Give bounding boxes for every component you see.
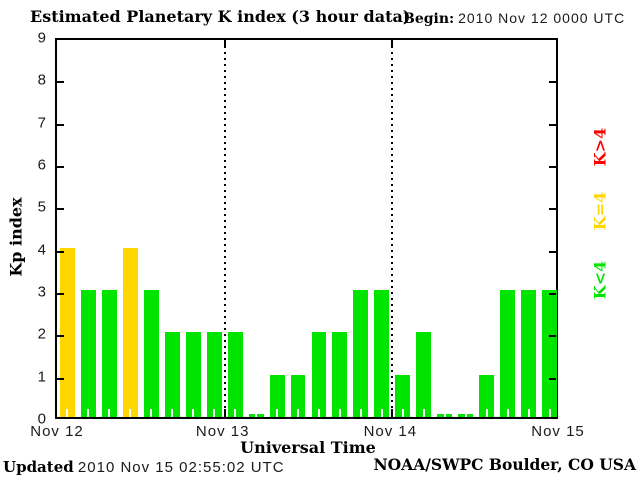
kp-bar <box>122 247 138 417</box>
y-axis-tick <box>549 123 556 126</box>
kp-bar <box>395 374 411 417</box>
y-axis-tick <box>549 81 556 84</box>
y-tick-label: 2 <box>37 325 47 343</box>
kp-bar <box>101 290 117 417</box>
x-tick-label: Nov 13 <box>195 423 250 440</box>
x-axis-3h-tick <box>359 409 362 417</box>
y-axis-label: Kp index <box>6 197 26 277</box>
x-axis-3h-tick <box>527 409 530 417</box>
kp-bar <box>80 290 96 417</box>
y-axis-tick <box>57 123 64 126</box>
day-boundary-dotted-line <box>223 40 226 417</box>
kp-bar <box>521 290 537 417</box>
x-axis-3h-tick <box>255 409 258 417</box>
x-axis-3h-tick <box>443 409 446 417</box>
y-tick-label: 9 <box>37 29 47 47</box>
begin-value: 2010 Nov 12 0000 UTC <box>458 10 626 26</box>
kp-bar <box>227 332 243 417</box>
y-axis-tick <box>57 166 64 168</box>
y-axis-tick <box>57 250 64 253</box>
y-axis-tick <box>549 335 556 338</box>
kp-bar <box>542 290 557 417</box>
y-axis-tick <box>57 208 64 211</box>
begin-time: Begin: 2010 Nov 12 0000 UTC <box>403 10 625 27</box>
y-axis-tick <box>57 377 64 380</box>
y-axis-tick <box>549 208 556 211</box>
kp-bar <box>479 374 495 417</box>
y-tick-label: 8 <box>37 71 47 89</box>
legend-item: K>4 <box>590 127 610 167</box>
plot-area <box>55 38 558 419</box>
x-axis-3h-tick <box>338 409 341 417</box>
x-axis-3h-tick <box>171 409 174 417</box>
legend-item: K<4 <box>590 260 610 300</box>
begin-label: Begin: <box>403 11 455 27</box>
y-tick-label: 7 <box>37 114 47 132</box>
kp-bar <box>185 332 201 417</box>
y-tick-label: 5 <box>37 198 47 216</box>
day-boundary-tick <box>223 409 226 417</box>
x-tick-label: Nov 15 <box>531 423 585 440</box>
x-axis-3h-tick <box>150 409 153 417</box>
kp-bar <box>206 332 222 417</box>
updated-value: 2010 Nov 15 02:55:02 UTC <box>77 459 285 476</box>
kp-bar <box>311 332 327 417</box>
y-tick-label: 3 <box>37 283 47 301</box>
updated-label: Updated <box>3 458 74 476</box>
x-axis-3h-tick <box>422 409 425 417</box>
kp-bar <box>374 290 390 417</box>
y-axis-tick <box>549 166 556 168</box>
y-tick-label: 4 <box>37 241 47 259</box>
x-axis-3h-tick <box>213 409 216 417</box>
x-tick-label: Nov 12 <box>30 423 84 440</box>
x-axis-3h-tick <box>485 409 488 417</box>
x-axis-3h-tick <box>87 409 90 417</box>
kp-bar <box>416 332 432 417</box>
kp-bar <box>269 374 285 417</box>
x-axis-3h-tick <box>66 409 69 417</box>
updated-line: Updated 2010 Nov 15 02:55:02 UTC <box>3 458 285 476</box>
y-axis-tick <box>549 293 556 295</box>
kp-bar <box>143 290 159 417</box>
x-axis-3h-tick <box>192 409 195 417</box>
x-axis-3h-tick <box>317 409 320 417</box>
kp-bar <box>353 290 369 417</box>
y-tick-label: 0 <box>37 410 47 428</box>
x-axis-3h-tick <box>276 409 279 417</box>
y-axis-tick <box>57 335 64 338</box>
y-axis-tick <box>549 377 556 380</box>
x-axis-3h-tick <box>234 409 237 417</box>
x-axis-label: Universal Time <box>240 438 376 457</box>
credit-text: NOAA/SWPC Boulder, CO USA <box>373 455 636 474</box>
x-axis-3h-tick <box>297 409 300 417</box>
chart-title: Estimated Planetary K index (3 hour data… <box>30 7 411 26</box>
day-boundary-tick <box>223 40 226 48</box>
x-tick-label: Nov 14 <box>363 423 418 440</box>
x-axis-3h-tick <box>401 409 404 417</box>
y-axis-tick <box>549 250 556 253</box>
day-boundary-tick <box>391 40 394 48</box>
day-boundary-dotted-line <box>391 40 394 417</box>
y-tick-label: 6 <box>37 156 47 174</box>
x-axis-3h-tick <box>108 409 111 417</box>
y-tick-label: 1 <box>37 368 47 386</box>
kp-bar <box>290 374 306 417</box>
x-axis-3h-tick <box>380 409 383 417</box>
kp-bar <box>60 247 75 417</box>
kp-bar <box>500 290 516 417</box>
kp-bar <box>332 332 348 417</box>
x-axis-3h-tick <box>464 409 467 417</box>
legend-item: K=4 <box>590 191 610 231</box>
x-axis-3h-tick <box>506 409 509 417</box>
x-axis-3h-tick <box>129 409 132 417</box>
x-axis-3h-tick <box>548 409 551 417</box>
y-axis-tick <box>57 81 64 84</box>
day-boundary-tick <box>391 409 394 417</box>
kp-bar <box>164 332 180 417</box>
y-axis-tick <box>57 293 64 295</box>
